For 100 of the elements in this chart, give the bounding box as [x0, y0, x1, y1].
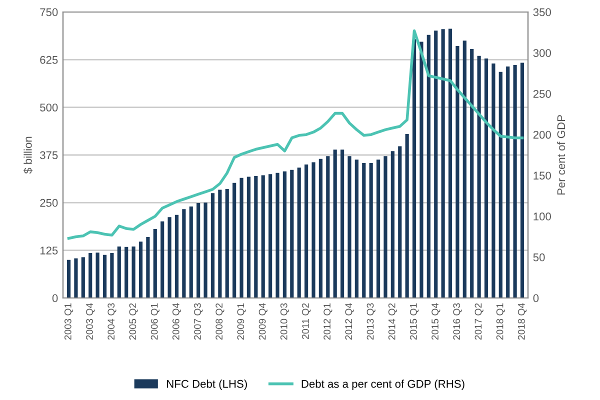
- x-tick-label: 2018 Q1: [496, 303, 505, 340]
- bar: [369, 163, 373, 298]
- bar: [398, 146, 402, 298]
- x-tick-label: 2006 Q4: [172, 303, 182, 340]
- x-tick-label: 2003 Q4: [86, 303, 95, 340]
- x-tick-label: 2004 Q3: [108, 303, 116, 340]
- bar: [160, 221, 164, 298]
- y2-tick-label: 200: [533, 130, 551, 139]
- bar: [434, 30, 438, 298]
- bar: [261, 175, 265, 298]
- y2-tick-label: 350: [533, 8, 551, 16]
- bar: [66, 260, 71, 298]
- bar: [96, 252, 100, 298]
- y-tick-label: 750: [40, 8, 58, 16]
- y-tick-label: 250: [40, 198, 58, 207]
- y2-tick-label: 100: [534, 212, 551, 220]
- y2-axis-title: Per cent of GDP: [556, 115, 566, 195]
- bar: [390, 151, 394, 298]
- bar: [456, 46, 460, 298]
- bar: [182, 209, 186, 298]
- bar: [232, 182, 236, 298]
- bar: [304, 164, 308, 298]
- bar: [117, 246, 121, 298]
- bar: [470, 48, 474, 298]
- x-tick-label: 2006 Q1: [150, 303, 160, 340]
- bar: [498, 72, 502, 298]
- bar: [204, 202, 208, 298]
- bar: [146, 236, 150, 298]
- y2-tick-label: 300: [533, 49, 551, 57]
- x-tick-label: 2012 Q4: [345, 303, 354, 340]
- y-axis-title: $ billion: [24, 136, 33, 174]
- x-tick-label: 2009 Q4: [258, 303, 268, 340]
- bar: [520, 62, 524, 298]
- bar: [88, 253, 92, 298]
- legend-label: NFC Debt (LHS): [167, 380, 247, 390]
- bar: [384, 156, 388, 298]
- bar: [420, 42, 424, 298]
- bar: [246, 176, 251, 298]
- bar: [225, 188, 229, 298]
- bar: [240, 178, 244, 298]
- bar: [196, 203, 200, 298]
- y2-tick-label: 150: [534, 172, 551, 180]
- bar: [110, 253, 114, 298]
- y-tick-label: 375: [40, 151, 58, 160]
- x-tick-label: 2013 Q3: [366, 303, 376, 340]
- bar: [477, 56, 481, 298]
- y-tick-label: 125: [40, 246, 58, 254]
- bar: [254, 176, 258, 298]
- bar: [138, 242, 143, 298]
- bar: [484, 58, 488, 298]
- bar: [74, 258, 78, 298]
- x-tick-label: 2015 Q4: [432, 303, 440, 340]
- bar: [354, 160, 358, 298]
- line-series: [67, 29, 524, 240]
- bar: [441, 29, 445, 298]
- bar: [506, 66, 510, 298]
- x-tick-label: 2015 Q1: [410, 303, 419, 340]
- bar: [318, 158, 322, 298]
- x-tick-label: 2010 Q3: [280, 303, 290, 340]
- bar: [297, 168, 301, 298]
- bar: [168, 217, 172, 298]
- x-tick-label: 2008 Q2: [216, 303, 224, 340]
- bar: [312, 162, 316, 298]
- x-tick-label: 2016 Q3: [453, 303, 462, 340]
- bar: [405, 134, 409, 298]
- bar: [290, 170, 294, 298]
- x-tick-label: 2011 Q2: [302, 303, 311, 339]
- bar: [189, 206, 193, 298]
- x-tick-label: 2012 Q1: [324, 303, 332, 340]
- y-tick-label: 500: [40, 104, 58, 112]
- bar: [492, 63, 496, 298]
- x-tick-label: 2009 Q1: [237, 303, 246, 340]
- bar: [210, 193, 215, 298]
- x-tick-label: 2005 Q2: [129, 303, 138, 340]
- bar: [132, 246, 136, 298]
- bar: [326, 156, 330, 298]
- bar: [124, 246, 128, 298]
- y-tick-label: 0: [52, 294, 58, 302]
- bar: [348, 156, 352, 298]
- bar: [362, 163, 366, 298]
- bar: [153, 228, 157, 298]
- x-tick-label: 2003 Q1: [64, 303, 74, 340]
- bar: [102, 254, 107, 298]
- y2-tick-label: 50: [533, 253, 545, 262]
- bar: [268, 174, 272, 298]
- y2-tick-label: 0: [533, 294, 539, 302]
- bar: [276, 172, 280, 298]
- bar: [282, 171, 286, 298]
- x-tick-label: 2017 Q2: [474, 303, 484, 340]
- bar: [218, 190, 222, 298]
- bar: [412, 39, 416, 298]
- bar: [174, 214, 179, 298]
- x-tick-label: 2014 Q2: [388, 303, 398, 340]
- legend-label: Debt as a per cent of GDP (RHS): [302, 380, 464, 390]
- bar: [333, 150, 337, 298]
- x-tick-label: 2007 Q3: [194, 303, 203, 340]
- x-tick-label: 2018 Q4: [518, 303, 527, 340]
- bar: [81, 257, 85, 298]
- y-tick-label: 625: [40, 56, 58, 64]
- y2-tick-label: 250: [533, 90, 551, 98]
